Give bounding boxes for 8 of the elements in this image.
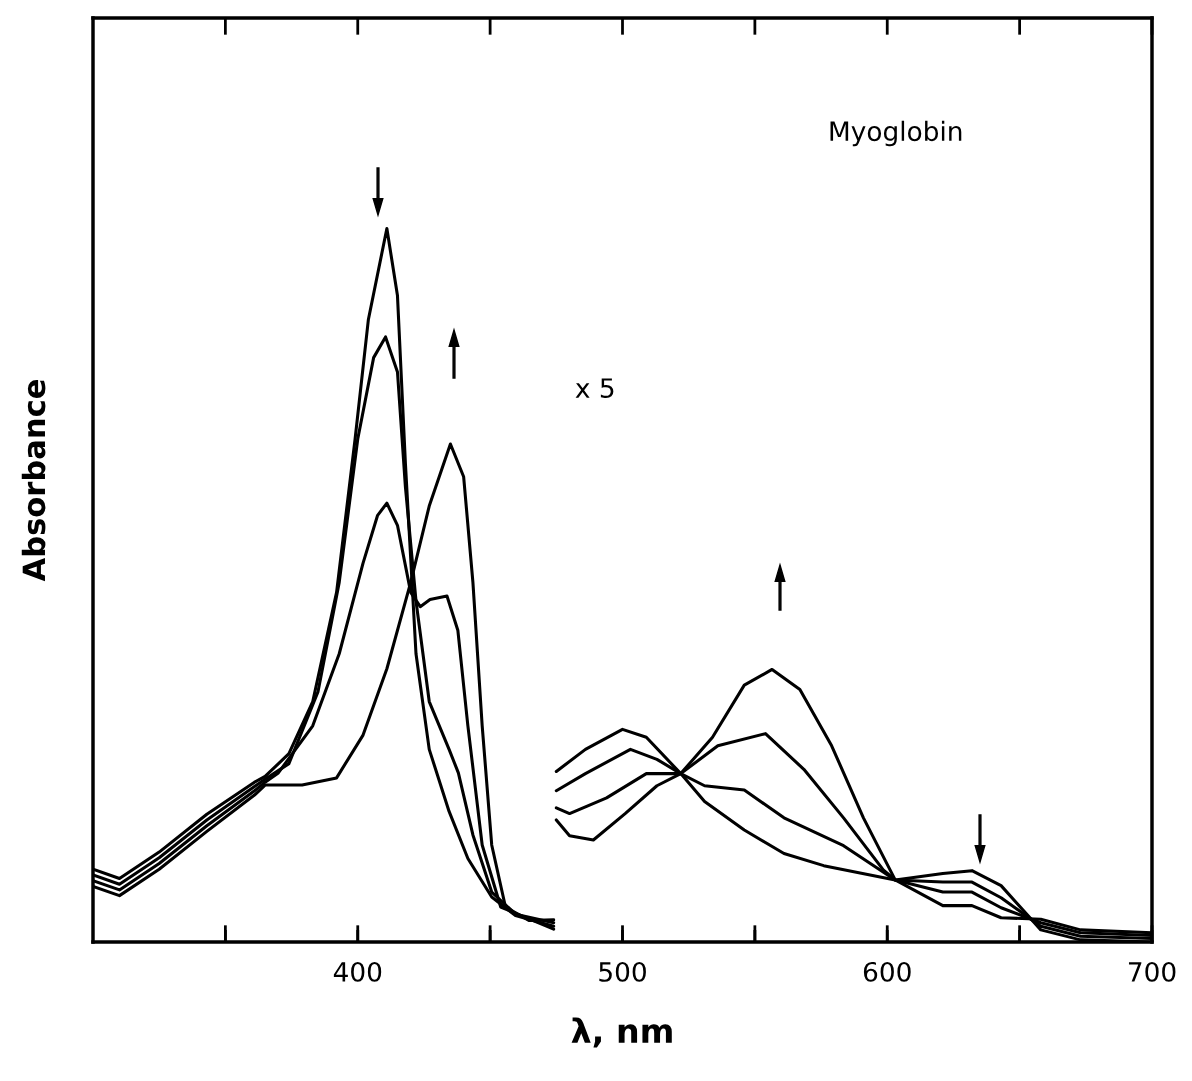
x-tick-label: 600 xyxy=(863,961,911,982)
x-tick-label: 400 xyxy=(333,961,382,982)
x-tick-label: 700 xyxy=(1128,961,1176,982)
x-tick-label: 500 xyxy=(599,961,646,982)
x-axis-title: λ, nm xyxy=(571,1017,672,1048)
y-axis-title: Absorbance xyxy=(21,380,46,582)
text: Myoglobin xyxy=(830,120,962,147)
annotation: x 5 xyxy=(575,378,614,399)
